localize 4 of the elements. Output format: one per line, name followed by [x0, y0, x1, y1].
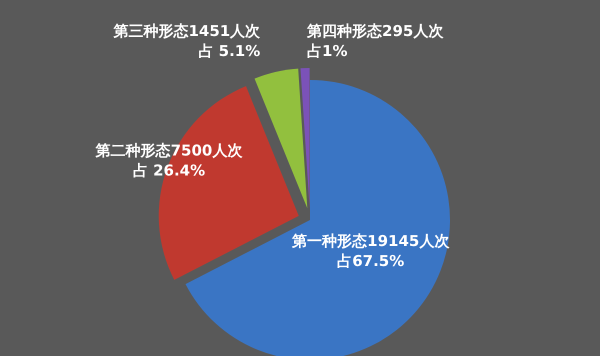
- slice-label: 第一种形态19145人次占67.5%: [291, 232, 450, 270]
- slice-label: 第四种形态295人次占1%: [306, 22, 444, 60]
- slice-label: 第二种形态7500人次占 26.4%: [94, 142, 244, 180]
- slice-label: 第三种形态1451人次占 5.1%: [112, 22, 262, 60]
